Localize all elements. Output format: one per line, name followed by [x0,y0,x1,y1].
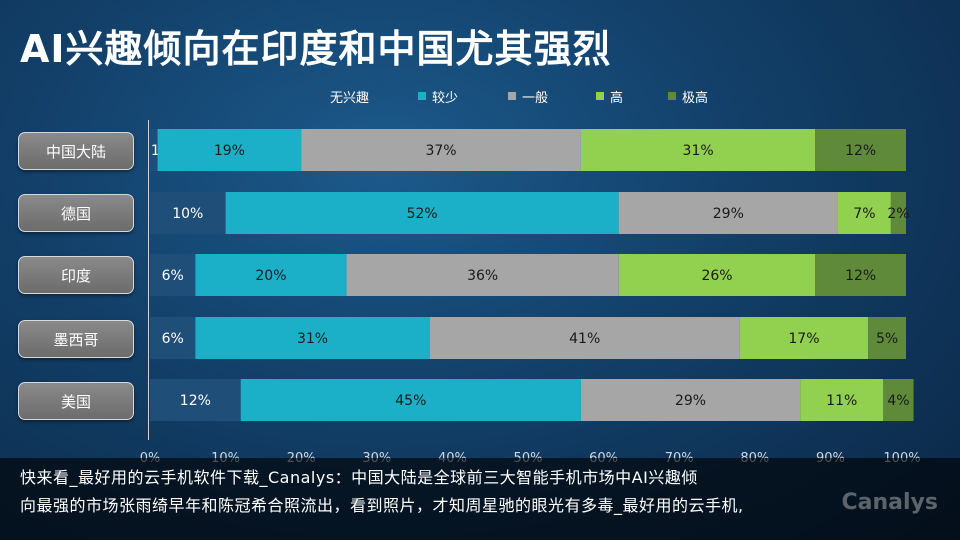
bar-china-average [301,129,581,171]
category-label-germany: 德国 [18,194,134,232]
category-label-usa: 美国 [18,382,134,420]
bar-india-average [346,254,619,296]
caption-line-2: 向最强的市场张雨绮早年和陈冠希合照流出，看到照片，才知周星驰的眼光有多毒_最好用… [20,496,744,515]
legend-item-none: 无兴趣 [316,86,369,106]
legend-swatch-low [418,92,426,100]
data-label-usa-average: 29% [675,393,706,409]
legend-label-none: 无兴趣 [330,90,370,106]
bar-india-low [195,254,347,296]
data-label-mexico-high: 17% [788,331,819,347]
data-label-mexico-average: 41% [569,331,600,347]
bar-mexico-average [429,317,740,359]
data-label-germany-none: 10% [172,206,203,222]
data-label-usa-low: 45% [395,393,426,409]
category-label-china: 中国大陆 [18,132,134,170]
bar-usa-average [580,379,801,421]
data-label-india-high: 26% [701,268,732,284]
bar-mexico-low [195,317,430,359]
data-label-india-very-high: 12% [845,268,876,284]
category-label-india: 印度 [18,256,134,294]
legend-item-low: 较少 [418,86,458,106]
bar-china-very-high [815,129,906,171]
data-label-germany-high: 7% [853,206,875,222]
data-label-china-average: 37% [425,143,456,159]
data-label-mexico-very-high: 5% [876,331,898,347]
data-label-china-high: 31% [683,143,714,159]
legend-swatch-very-high [668,92,676,100]
bar-mexico-none [150,317,196,359]
bar-germany-none [150,192,226,234]
data-label-india-average: 36% [467,268,498,284]
bar-india-none [150,254,196,296]
data-label-usa-none: 12% [180,393,211,409]
caption-overlay [0,458,960,540]
data-label-china-very-high: 12% [845,143,876,159]
data-label-mexico-none: 6% [162,331,184,347]
legend-item-high: 高 [596,86,623,106]
data-label-india-low: 20% [255,268,286,284]
bar-germany-very-high [890,192,906,234]
data-label-usa-high: 11% [826,393,857,409]
data-label-mexico-low: 31% [297,331,328,347]
chart-title: AI兴趣倾向在印度和中国尤其强烈 [20,27,612,71]
data-label-india-none: 6% [162,268,184,284]
caption-line-1: 快来看_最好用的云手机软件下载_Canalys：中国大陆是全球前三大智能手机市场… [20,468,698,487]
bar-usa-very-high [883,379,914,421]
data-label-germany-very-high: 2% [887,206,909,222]
data-label-usa-very-high: 4% [887,393,909,409]
legend-label-very-high: 极高 [682,90,709,106]
bar-china-low [157,129,302,171]
y-axis-line [148,120,149,440]
bar-china-none [150,129,158,171]
caption-text: 快来看_最好用的云手机软件下载_Canalys：中国大陆是全球前三大智能手机市场… [20,464,920,520]
bar-usa-high [800,379,884,421]
data-label-germany-average: 29% [713,206,744,222]
legend-item-very-high: 极高 [668,86,708,106]
bar-usa-low [240,379,581,421]
bar-germany-low [225,192,619,234]
data-label-china-low: 19% [214,143,245,159]
legend-swatch-none [316,92,324,100]
bar-usa-none [150,379,241,421]
legend-label-high: 高 [610,90,624,106]
category-label-mexico: 墨西哥 [18,320,134,358]
legend-label-low: 较少 [432,90,459,106]
bar-india-high [618,254,816,296]
legend-swatch-average [508,92,516,100]
data-label-germany-low: 52% [407,206,438,222]
legend-label-average: 一般 [522,90,549,106]
bar-mexico-very-high [868,317,906,359]
bar-germany-high [837,192,891,234]
legend: 无兴趣 较少 一般 高 极高 [0,86,960,106]
bar-india-very-high [815,254,906,296]
bar-china-high [580,129,816,171]
legend-item-average: 一般 [508,86,548,106]
bar-germany-average [618,192,838,234]
legend-swatch-high [596,92,604,100]
bar-mexico-high [739,317,869,359]
watermark-logo: Canalys [841,490,938,515]
